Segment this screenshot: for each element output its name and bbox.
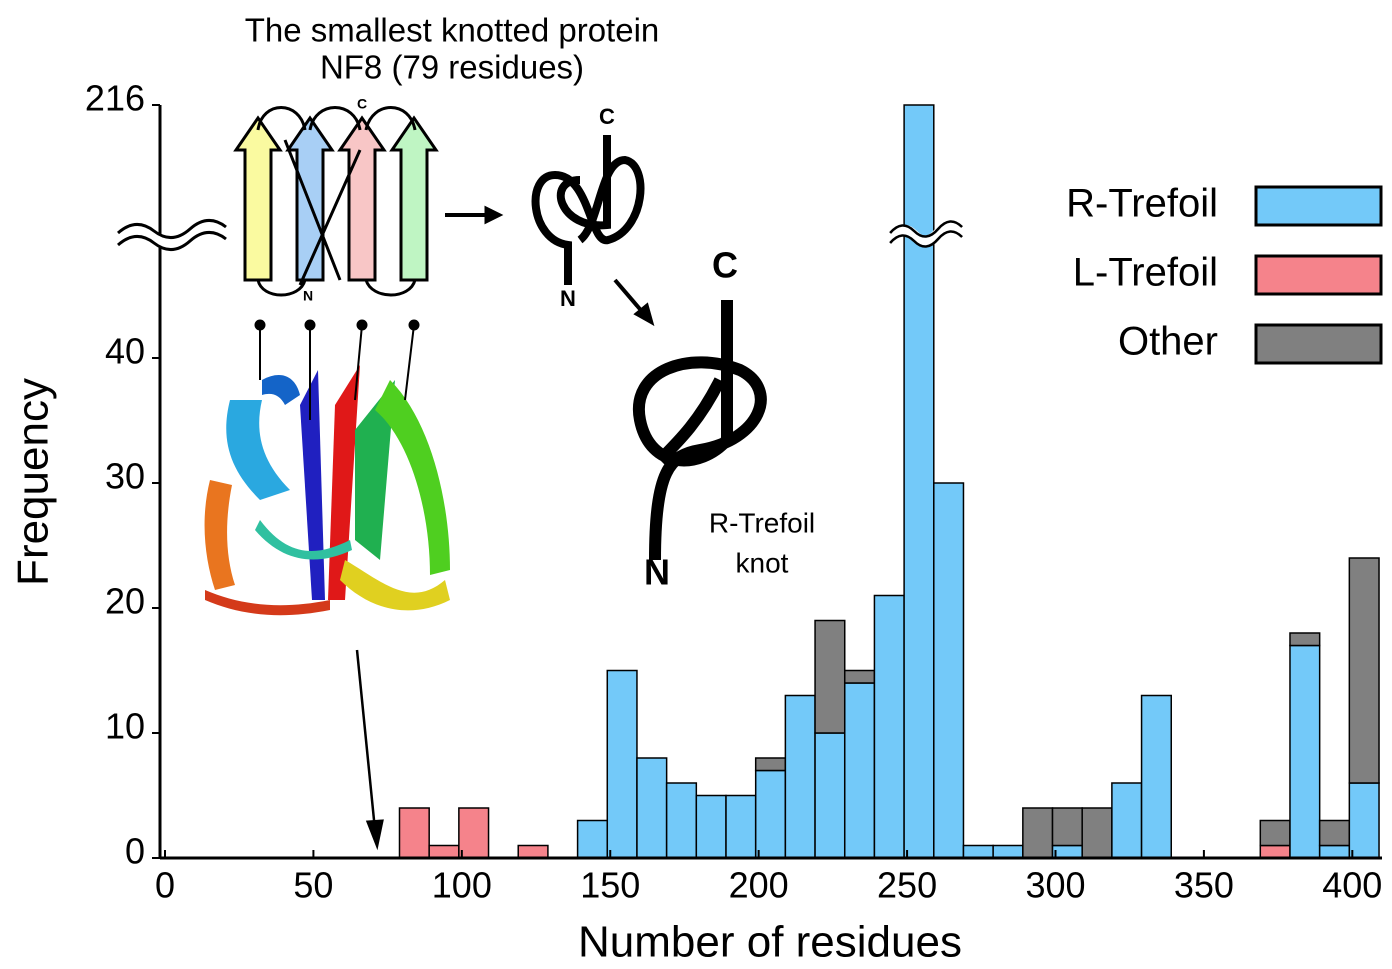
- annotation: NF8 (79 residues): [320, 49, 584, 86]
- legend-swatch: [1254, 185, 1383, 227]
- bar: [1022, 807, 1054, 859]
- axis-break: [886, 220, 966, 246]
- bar: [754, 757, 787, 772]
- arrow-head: [484, 205, 504, 225]
- knot-large: [632, 300, 767, 561]
- legend-swatch: [1254, 323, 1383, 365]
- bar: [1259, 844, 1291, 859]
- knot-small: [531, 135, 645, 285]
- x-tick-label: 100: [432, 865, 492, 906]
- x-tick-label: 300: [1025, 865, 1085, 906]
- bar: [1051, 807, 1083, 847]
- annotation: knot: [736, 547, 789, 578]
- y-tick-label: 0: [125, 831, 145, 872]
- bar: [962, 844, 994, 859]
- annotation: The smallest knotted protein: [245, 12, 660, 49]
- x-tick-label: 250: [877, 865, 937, 906]
- strand: [233, 115, 283, 282]
- diagram-label: C: [599, 104, 615, 129]
- legend-label: R-Trefoil: [1066, 182, 1218, 226]
- x-tick-label: 200: [729, 865, 789, 906]
- y-tick-label: 20: [105, 581, 145, 622]
- bar: [576, 819, 609, 859]
- legend-label: L-Trefoil: [1073, 251, 1218, 295]
- pointer-dot: [304, 319, 316, 331]
- bar: [636, 757, 668, 859]
- axis-break: [117, 219, 227, 251]
- axis-break: [889, 220, 963, 248]
- strand: [285, 115, 335, 282]
- diagram-label: N: [560, 286, 576, 311]
- x-tick-label: 50: [293, 865, 333, 906]
- bar: [1081, 807, 1113, 859]
- x-axis-title: Number of residues: [578, 918, 962, 967]
- bar: [398, 807, 430, 859]
- strand: [337, 115, 387, 282]
- pointer-dot: [356, 319, 368, 331]
- bar: [933, 482, 965, 859]
- pointer: [259, 324, 415, 420]
- bar: [784, 694, 816, 859]
- y-tick-label: 10: [105, 706, 145, 747]
- diagram-label: N: [303, 288, 313, 304]
- plot: [398, 104, 1380, 859]
- bar: [606, 669, 638, 859]
- bar: [814, 732, 846, 859]
- bar: [1051, 844, 1083, 859]
- ribbon: [204, 365, 450, 616]
- y-axis-title: Frequency: [9, 378, 58, 586]
- bar: [1289, 632, 1321, 647]
- bar: [814, 619, 846, 734]
- bar: [428, 844, 460, 859]
- bar: [725, 794, 757, 859]
- bar: [754, 769, 787, 859]
- x-tick-label: 150: [580, 865, 640, 906]
- bar: [695, 794, 727, 859]
- arrow: [355, 649, 377, 831]
- x-tick-label: 350: [1174, 865, 1234, 906]
- bar: [1348, 557, 1380, 784]
- diagram-label: C: [357, 96, 367, 112]
- bar: [1318, 844, 1351, 859]
- bar: [992, 844, 1024, 859]
- x-tick-label: 400: [1322, 865, 1382, 906]
- pointer-dot: [254, 319, 266, 331]
- strand: [389, 115, 439, 282]
- diagram-label: C: [712, 245, 738, 286]
- diagram-label: N: [644, 552, 670, 593]
- bar: [458, 807, 490, 859]
- loop: [256, 106, 417, 131]
- y-tick-label: 216: [85, 78, 145, 119]
- loop: [256, 139, 417, 297]
- bar: [665, 782, 698, 859]
- arrow-head: [633, 302, 655, 327]
- axis-break: [114, 220, 230, 250]
- bar: [1289, 644, 1321, 859]
- bar: [517, 844, 549, 859]
- bar: [873, 594, 905, 859]
- bar: [843, 682, 876, 859]
- bar: [1259, 819, 1291, 847]
- legend-label: Other: [1118, 320, 1218, 364]
- bar: [903, 104, 935, 859]
- bar: [1111, 782, 1143, 859]
- bar: [1318, 819, 1351, 847]
- bar: [1348, 782, 1380, 859]
- bar: [843, 669, 876, 684]
- annotation: R-Trefoil: [709, 507, 815, 538]
- arrow-head: [365, 819, 384, 851]
- pointer-dot: [408, 319, 420, 331]
- legend-swatch: [1254, 254, 1383, 296]
- protein-diagram: [204, 106, 767, 851]
- x-tick-label: 0: [155, 865, 175, 906]
- bar: [1140, 694, 1173, 859]
- y-tick-label: 40: [105, 331, 145, 372]
- y-tick-label: 30: [105, 456, 145, 497]
